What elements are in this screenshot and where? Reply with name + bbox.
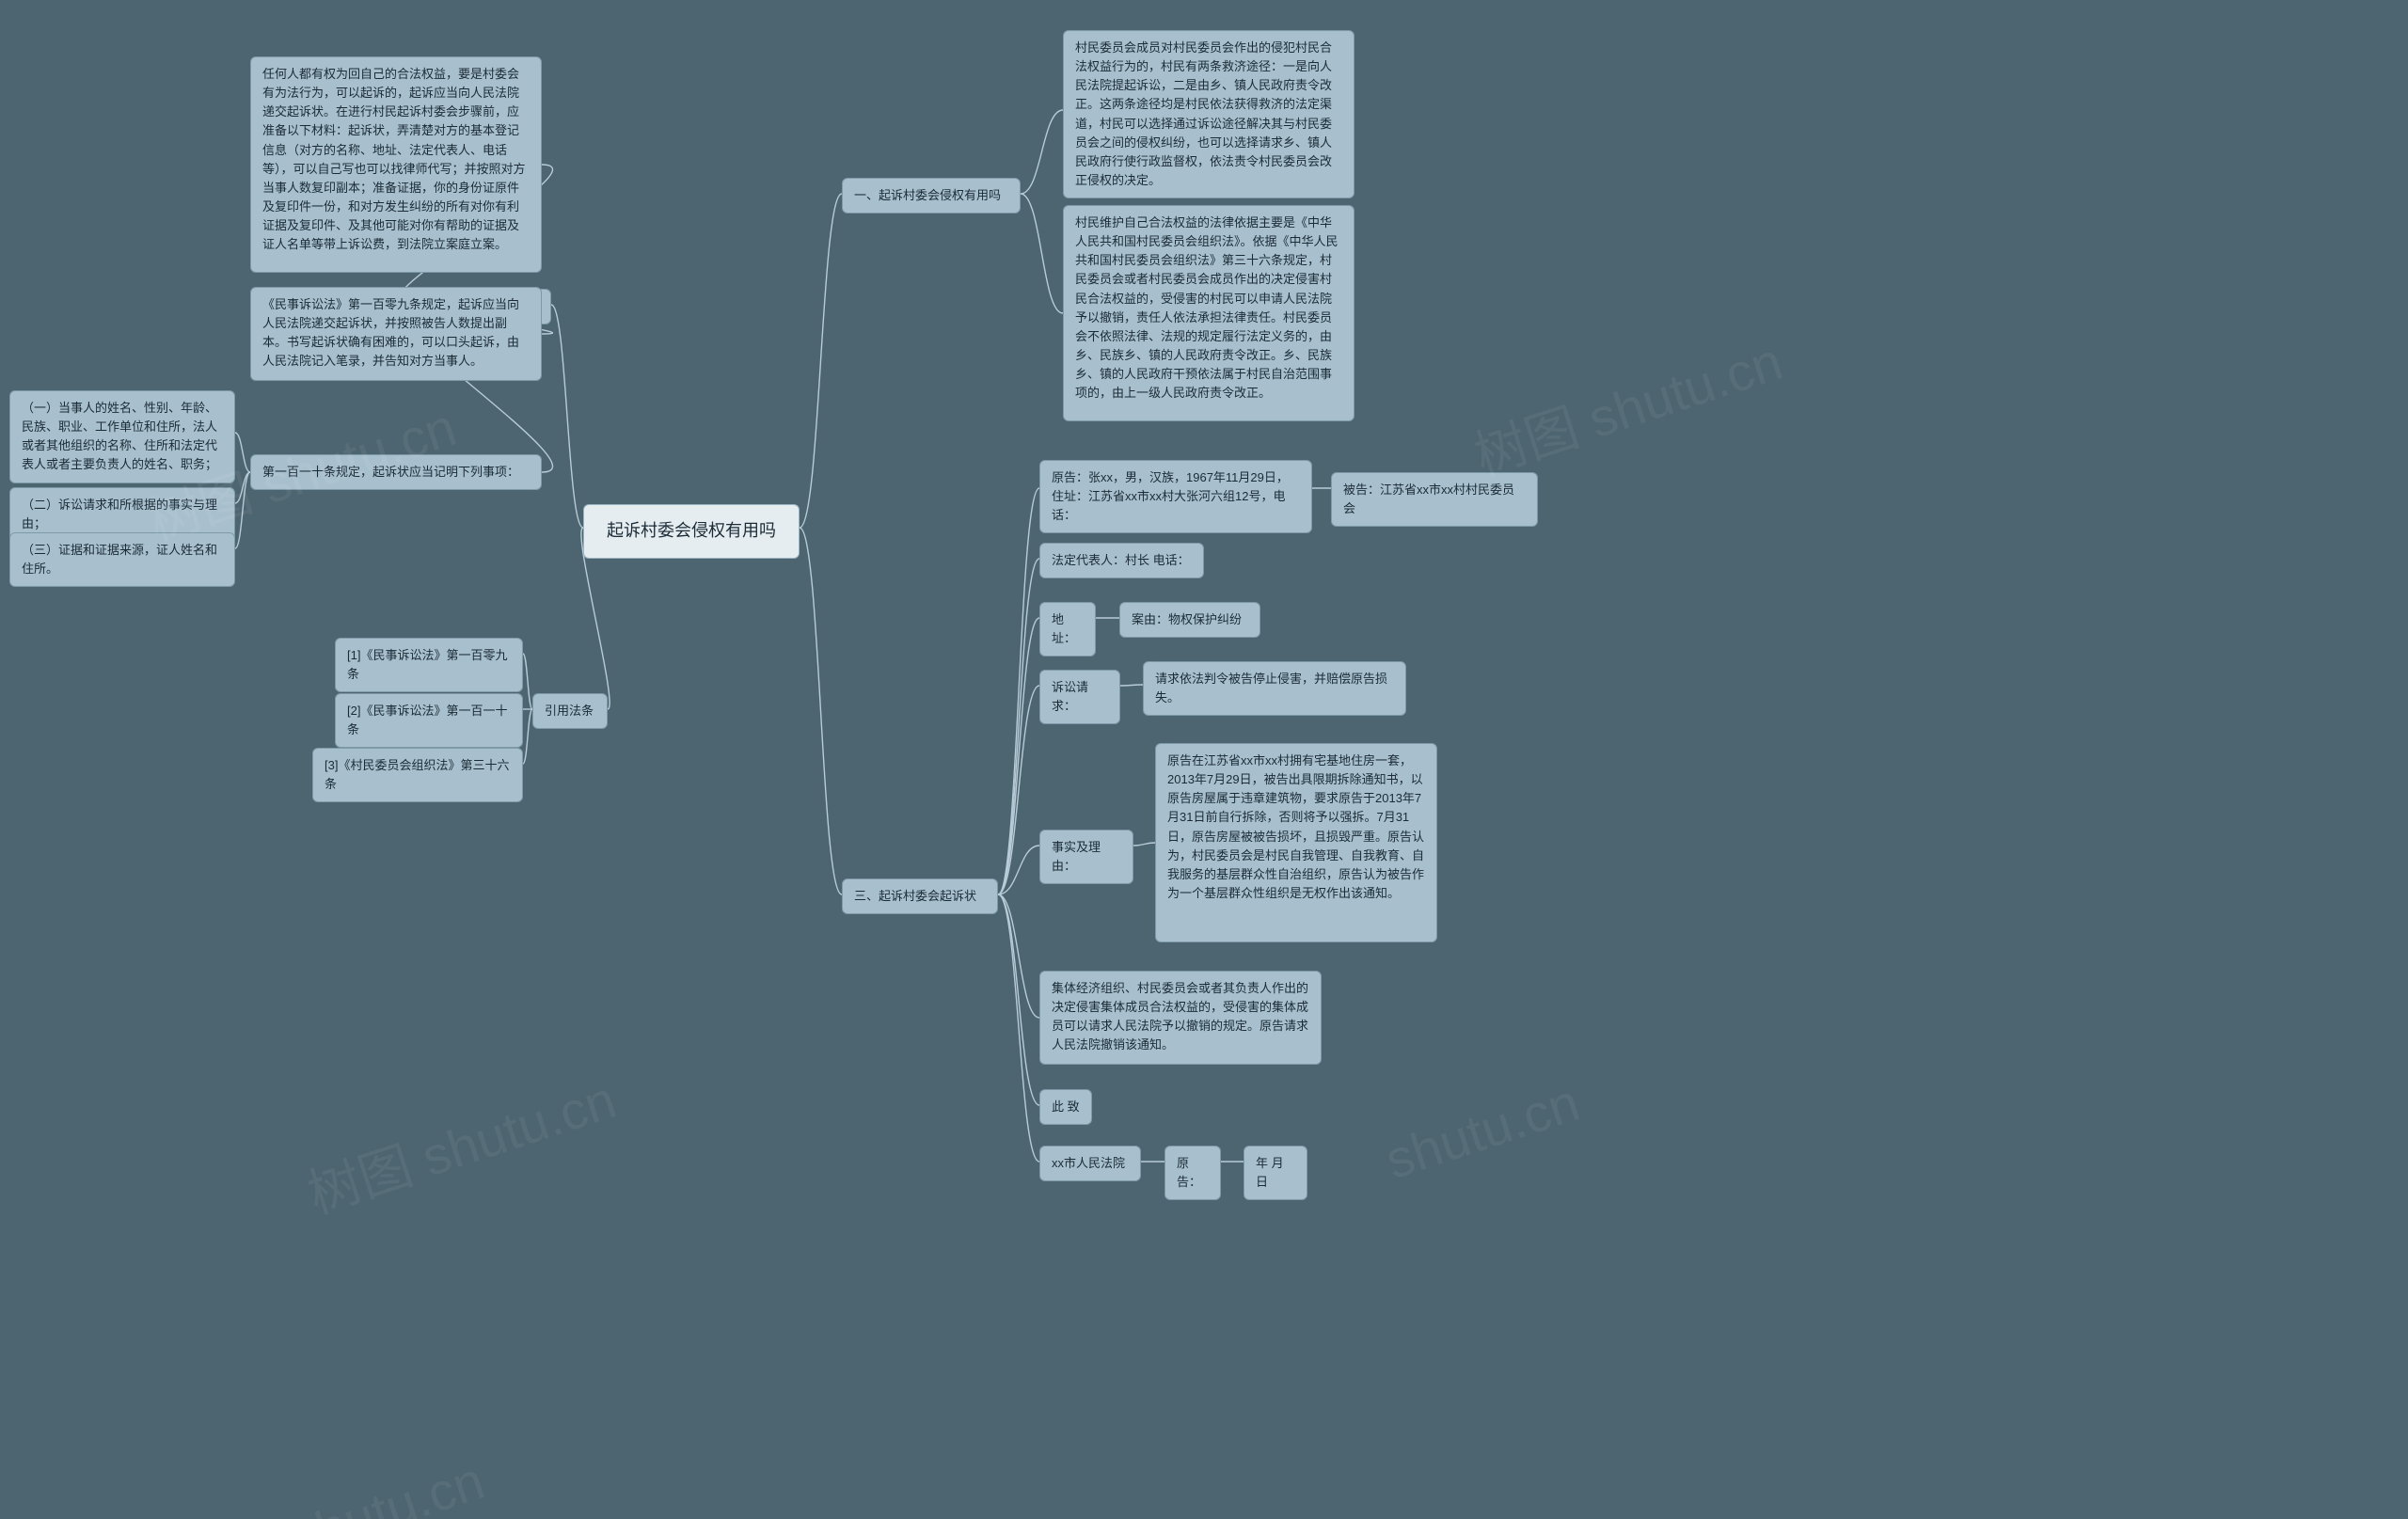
mindmap-link: [800, 194, 842, 528]
mindmap-node: 村民维护自己合法权益的法律依据主要是《中华人民共和国村民委员会组织法》。依据《中…: [1063, 205, 1354, 421]
mindmap-node: xx市人民法院: [1039, 1146, 1141, 1181]
mindmap-node: [3]《村民委员会组织法》第三十六条: [312, 748, 523, 802]
mindmap-node: 任何人都有权为回自己的合法权益，要是村委会有为法行为，可以起诉的，起诉应当向人民…: [250, 56, 542, 273]
mindmap-node: 第一百一十条规定，起诉状应当记明下列事项：: [250, 454, 542, 490]
mindmap-node: （一）当事人的姓名、性别、年龄、民族、职业、工作单位和住所，法人或者其他组织的名…: [9, 390, 235, 483]
watermark: 树图 shutu.cn: [297, 1058, 625, 1229]
mindmap-node: 年 月 日: [1244, 1146, 1307, 1200]
mindmap-link: [235, 433, 250, 472]
watermark: 树图 shutu.cn: [1464, 320, 1791, 491]
mindmap-node: （三）证据和证据来源，证人姓名和住所。: [9, 532, 235, 587]
mindmap-link: [523, 654, 532, 709]
mindmap-node: 被告：江苏省xx市xx村村民委员会: [1331, 472, 1538, 527]
mindmap-link: [998, 488, 1039, 894]
mindmap-node: 原告：: [1164, 1146, 1221, 1200]
mindmap-node: 《民事诉讼法》第一百零九条规定，起诉应当向人民法院递交起诉状，并按照被告人数提出…: [250, 287, 542, 381]
mindmap-link: [523, 709, 532, 764]
watermark: shutu.cn: [1378, 1071, 1586, 1191]
mindmap-node: 请求依法判令被告停止侵害，并赔偿原告损失。: [1143, 661, 1406, 716]
mindmap-node: 事实及理由：: [1039, 830, 1133, 884]
mindmap-node: 原告：张xx，男，汉族，1967年11月29日，住址：江苏省xx市xx村大张河六…: [1039, 460, 1312, 533]
mindmap-node: 原告在江苏省xx市xx村拥有宅基地住房一套，2013年7月29日，被告出具限期拆…: [1155, 743, 1437, 942]
mindmap-node: 地址：: [1039, 602, 1096, 657]
mindmap-node: [1]《民事诉讼法》第一百零九条: [335, 638, 523, 692]
mindmap-link: [998, 894, 1039, 1018]
mindmap-node: 法定代表人：村长 电话：: [1039, 543, 1204, 578]
mindmap-node: [2]《民事诉讼法》第一百一十条: [335, 693, 523, 748]
mindmap-link: [1120, 685, 1143, 686]
mindmap-link: [998, 618, 1039, 894]
mindmap-link: [998, 846, 1039, 894]
mindmap-link: [998, 686, 1039, 894]
mindmap-link: [1021, 110, 1063, 194]
watermark: 树图 shutu.cn: [166, 1439, 493, 1519]
mindmap-link: [998, 559, 1039, 894]
mindmap-root-node: 起诉村委会侵权有用吗: [583, 504, 800, 559]
mindmap-link: [235, 472, 250, 503]
mindmap-link: [1021, 194, 1063, 313]
mindmap-link: [235, 472, 250, 548]
mindmap-link: [551, 305, 583, 528]
mindmap-link: [800, 528, 842, 894]
mindmap-link: [998, 894, 1039, 1105]
mindmap-node: 一、起诉村委会侵权有用吗: [842, 178, 1021, 214]
mindmap-link: [1133, 843, 1155, 846]
mindmap-node: 引用法条: [532, 693, 608, 729]
mindmap-node: 村民委员会成员对村民委员会作出的侵犯村民合法权益行为的，村民有两条救济途径：一是…: [1063, 30, 1354, 198]
mindmap-link: [998, 894, 1039, 1162]
mindmap-node: 三、起诉村委会起诉状: [842, 878, 998, 914]
mindmap-node: 案由：物权保护纠纷: [1119, 602, 1260, 638]
mindmap-node: 此 致: [1039, 1089, 1092, 1125]
mindmap-node: 诉讼请求：: [1039, 670, 1120, 724]
mindmap-node: 集体经济组织、村民委员会或者其负责人作出的决定侵害集体成员合法权益的，受侵害的集…: [1039, 971, 1322, 1065]
